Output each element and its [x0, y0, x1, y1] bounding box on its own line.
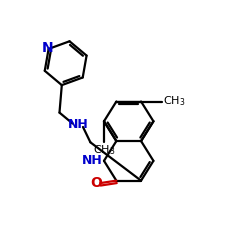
- Text: CH$_3$: CH$_3$: [163, 94, 186, 108]
- Text: CH$_3$: CH$_3$: [93, 144, 115, 157]
- Text: NH: NH: [68, 118, 88, 132]
- Text: O: O: [90, 176, 102, 190]
- Text: N: N: [42, 42, 53, 56]
- Text: NH: NH: [82, 154, 103, 167]
